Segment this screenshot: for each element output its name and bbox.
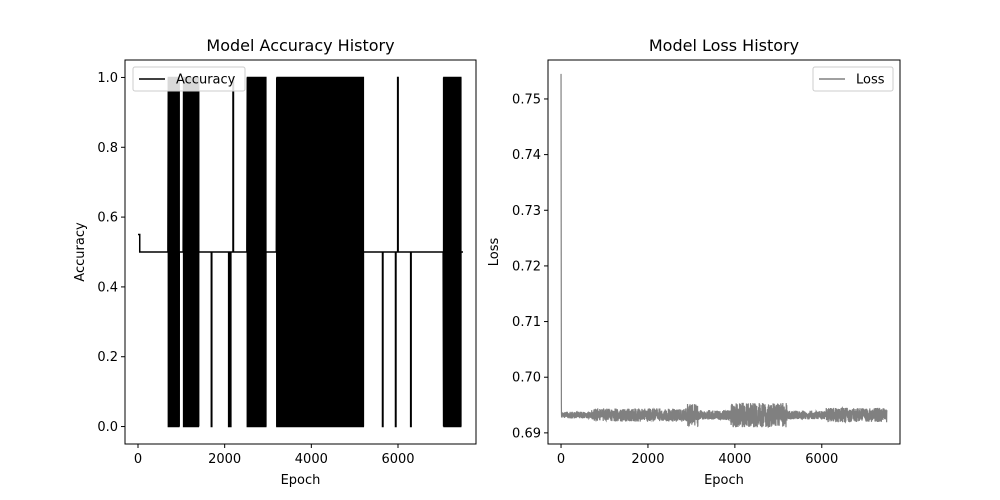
accuracy-legend: Accuracy (132, 66, 246, 92)
accuracy-y-tick-label: 0.8 (97, 141, 118, 156)
accuracy-y-tick-label: 0.4 (97, 280, 118, 295)
loss-x-axis-label: Epoch (704, 473, 744, 488)
loss-chart: 0 2000 4000 6000 0.69 0.70 0.71 0.72 0.73 0.74 0.7… (487, 36, 901, 488)
loss-y-tick-label: 0.71 (512, 315, 541, 330)
accuracy-y-tick-label: 1.0 (97, 71, 118, 86)
accuracy-series-line (138, 76, 463, 428)
loss-legend-label: Loss (856, 73, 885, 88)
loss-x-tick-label: 4000 (718, 452, 751, 467)
loss-axes-frame (547, 59, 901, 445)
accuracy-x-axis-label: Epoch (281, 473, 321, 488)
accuracy-chart-title: Model Accuracy History (206, 36, 394, 55)
loss-y-tick-label: 0.75 (512, 92, 541, 107)
loss-legend-box (812, 66, 894, 92)
loss-x-tick-label: 6000 (805, 452, 838, 467)
loss-x-tick-label: 2000 (631, 452, 664, 467)
accuracy-legend-box (132, 66, 246, 92)
accuracy-y-tick-label: 0.6 (97, 211, 118, 226)
accuracy-y-tick-label: 0.2 (97, 350, 118, 365)
loss-y-tick-label: 0.69 (512, 426, 541, 441)
accuracy-chart: 0 2000 4000 6000 0.0 0.2 0.4 0.6 0.8 1.0 Model Acc… (73, 36, 477, 488)
loss-chart-title: Model Loss History (649, 36, 799, 55)
loss-y-tick-label: 0.73 (512, 204, 541, 219)
loss-series-line (560, 73, 888, 428)
accuracy-x-tick-label: 2000 (208, 452, 241, 467)
accuracy-x-tick-label: 6000 (381, 452, 414, 467)
accuracy-axes-frame (124, 59, 477, 445)
loss-y-tick-label: 0.74 (512, 148, 541, 163)
loss-y-tick-label: 0.72 (512, 259, 541, 274)
accuracy-y-axis-label: Accuracy (73, 222, 88, 282)
accuracy-y-tick-label: 0.0 (97, 420, 118, 435)
accuracy-x-tick-label: 4000 (295, 452, 328, 467)
loss-y-tick-label: 0.70 (512, 371, 541, 386)
loss-y-axis-label: Loss (487, 238, 502, 267)
loss-x-tick-label: 0 (557, 452, 565, 467)
accuracy-legend-label: Accuracy (176, 73, 236, 88)
loss-legend: Loss (812, 66, 894, 92)
accuracy-x-tick-label: 0 (134, 452, 142, 467)
